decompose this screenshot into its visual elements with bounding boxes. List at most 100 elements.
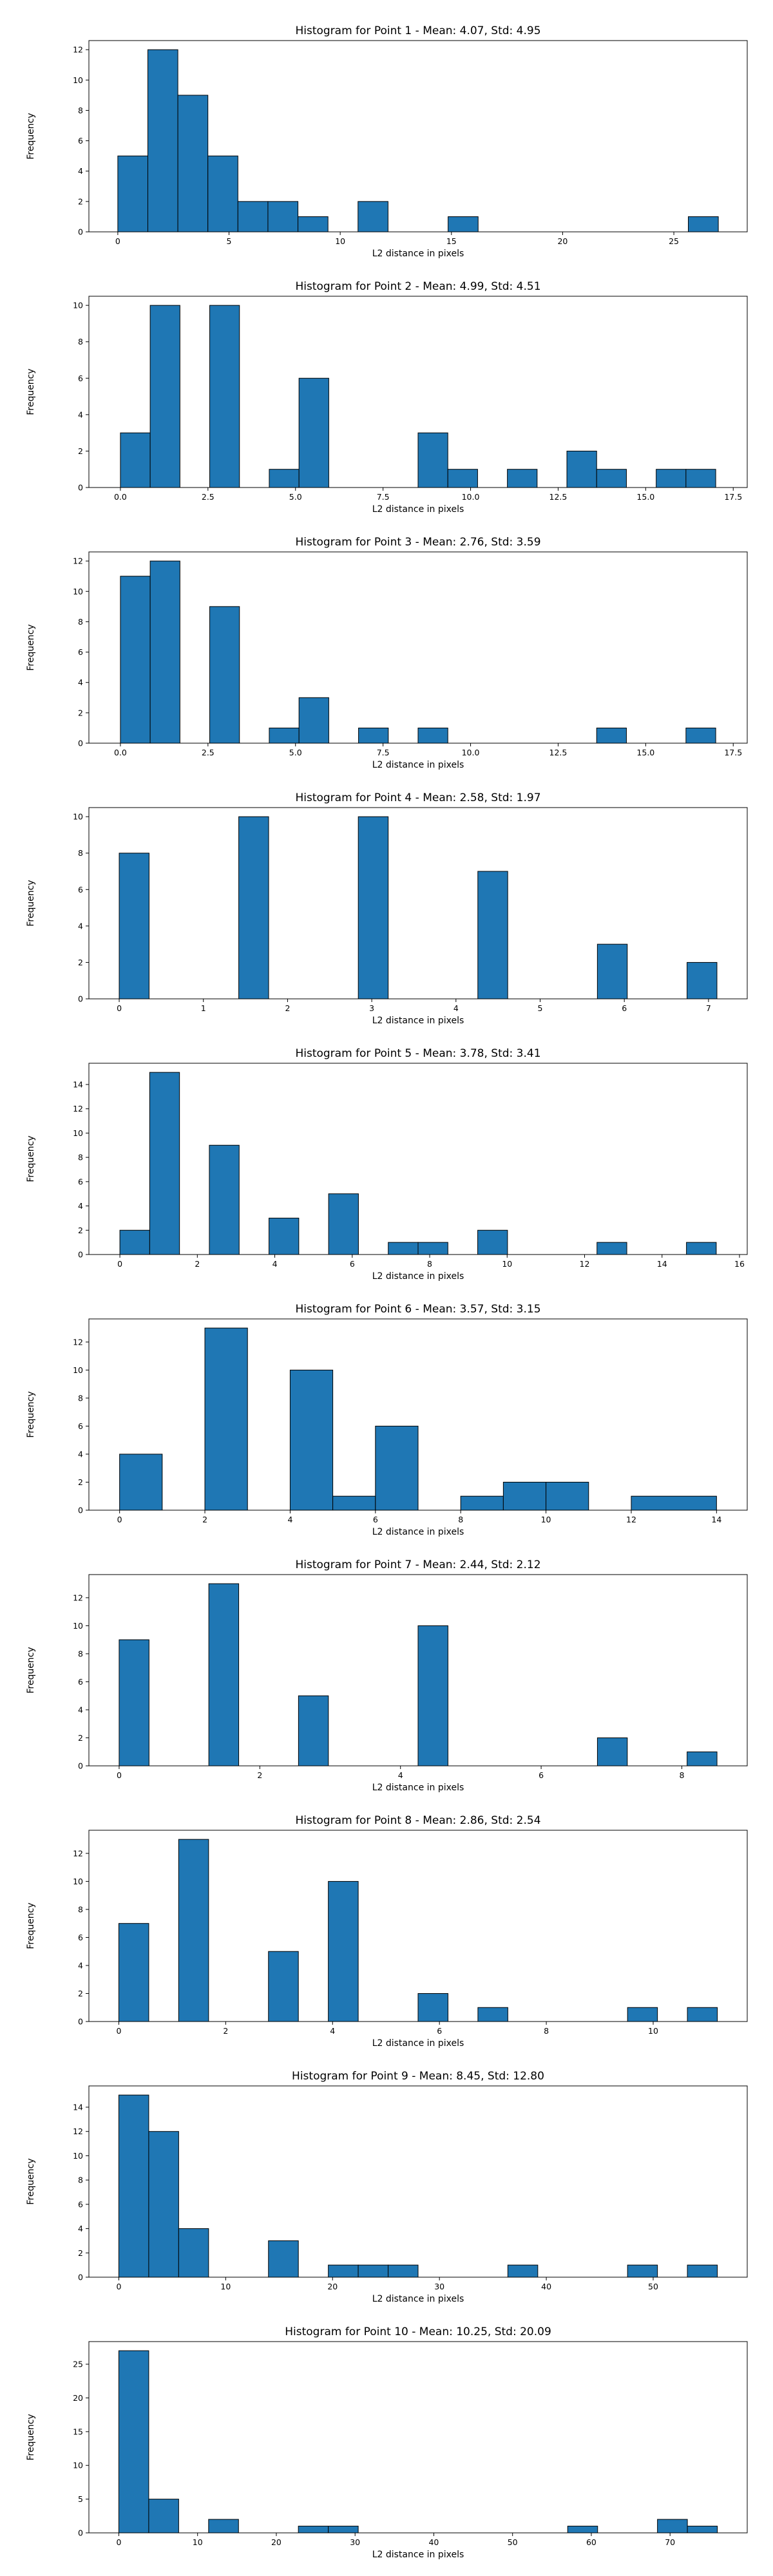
plot-frame: [88, 1063, 748, 1255]
chart-title: Histogram for Point 3 - Mean: 2.76, Std:…: [295, 536, 540, 549]
chart-title: Histogram for Point 8 - Mean: 2.86, Std:…: [295, 1814, 540, 1827]
x-tick-label: 8: [544, 2026, 549, 2036]
y-tick-label: 0: [78, 1761, 83, 1771]
x-tick-label: 70: [665, 2537, 675, 2547]
y-tick-label: 4: [78, 1705, 83, 1714]
histogram-bar: [631, 1495, 717, 1511]
histogram-bar: [627, 2007, 658, 2022]
histogram-panel-6: Histogram for Point 6 - Mean: 3.57, Std:…: [26, 1303, 748, 1537]
y-axis-label: Frequency: [26, 368, 36, 415]
histogram-bar: [149, 305, 180, 488]
y-tick-label: 8: [78, 106, 83, 115]
x-tick-label: 14: [657, 1259, 667, 1269]
x-axis-label: L2 distance in pixels: [372, 2550, 464, 2560]
x-tick-label: 12.5: [549, 492, 568, 502]
y-tick-label: 25: [73, 2360, 83, 2369]
x-tick-label: 50: [508, 2537, 518, 2547]
y-tick-label: 8: [78, 617, 83, 627]
plot-frame: [88, 296, 748, 488]
y-tick-label: 4: [78, 166, 83, 176]
x-tick-label: 0: [116, 2026, 121, 2036]
x-tick-label: 2: [202, 1515, 207, 1524]
y-tick-label: 6: [78, 1933, 83, 1942]
x-tick-label: 60: [586, 2537, 596, 2547]
histogram-bar: [209, 305, 240, 488]
x-tick-label: 2: [223, 2026, 228, 2036]
y-tick-label: 0: [78, 994, 83, 1004]
y-tick-label: 6: [78, 647, 83, 657]
histogram-panel-9: Histogram for Point 9 - Mean: 8.45, Std:…: [26, 2070, 748, 2304]
x-tick-label: 2.5: [202, 492, 215, 502]
x-tick-label: 10: [541, 1515, 551, 1524]
y-axis-label: Frequency: [26, 1902, 36, 1949]
chart-title: Histogram for Point 9 - Mean: 8.45, Std:…: [292, 2070, 544, 2083]
x-axis-label: L2 distance in pixels: [372, 504, 464, 515]
y-tick-label: 8: [78, 1649, 83, 1658]
y-tick-label: 8: [78, 1904, 83, 1914]
x-tick-label: 10: [502, 1259, 512, 1269]
histogram-bar: [120, 432, 151, 488]
histogram-bar: [687, 2007, 718, 2022]
x-tick-label: 17.5: [724, 748, 742, 757]
y-tick-label: 10: [73, 301, 83, 310]
x-tick-label: 7: [706, 1003, 711, 1013]
histogram-bar: [328, 1880, 359, 2022]
histogram-bar: [298, 2526, 329, 2533]
x-tick-label: 0: [117, 1259, 122, 1269]
x-tick-label: 6: [373, 1515, 378, 1524]
x-tick-label: 8: [679, 1770, 684, 1780]
y-tick-label: 6: [78, 136, 83, 146]
histogram-bar: [687, 2264, 718, 2278]
x-tick-label: 15.0: [636, 492, 654, 502]
x-tick-label: 20: [557, 236, 568, 246]
histogram-bar: [417, 432, 448, 488]
histogram-bar: [118, 1923, 149, 2022]
histogram-panel-8: Histogram for Point 8 - Mean: 2.86, Std:…: [26, 1814, 748, 2049]
histogram-bar: [596, 1737, 628, 1766]
x-tick-label: 12: [626, 1515, 636, 1524]
y-tick-label: 12: [73, 1848, 83, 1858]
histogram-bar: [298, 216, 329, 232]
x-tick-label: 4: [272, 1259, 278, 1269]
x-tick-label: 12: [580, 1259, 590, 1269]
x-tick-label: 40: [428, 2537, 439, 2547]
histogram-bar: [237, 201, 269, 232]
histogram-bar: [358, 2264, 389, 2278]
x-tick-label: 4: [398, 1770, 403, 1780]
y-tick-label: 2: [78, 1477, 83, 1487]
plot-frame: [88, 807, 748, 999]
histogram-bar: [477, 2007, 508, 2022]
y-axis-label: Frequency: [26, 1391, 36, 1437]
histogram-bar: [268, 1951, 299, 2022]
chart-title: Histogram for Point 2 - Mean: 4.99, Std:…: [295, 280, 540, 293]
plot-frame: [88, 551, 748, 744]
histogram-bar: [119, 853, 149, 999]
y-tick-label: 10: [73, 75, 83, 85]
x-tick-label: 2: [195, 1259, 200, 1269]
y-tick-label: 10: [73, 812, 83, 822]
histogram-bar: [657, 2519, 688, 2533]
x-tick-label: 17.5: [724, 492, 742, 502]
histogram-bar: [388, 1242, 419, 1255]
x-tick-label: 30: [350, 2537, 360, 2547]
x-tick-label: 6: [539, 1770, 544, 1780]
histogram-bar: [566, 450, 597, 488]
histogram-bar: [358, 201, 388, 232]
y-tick-label: 12: [73, 556, 83, 566]
histogram-bar: [477, 871, 508, 999]
y-tick-label: 8: [78, 1153, 83, 1162]
y-tick-label: 8: [78, 1393, 83, 1403]
y-axis-label: Frequency: [26, 2158, 36, 2204]
y-tick-label: 10: [73, 2461, 83, 2470]
x-tick-label: 10.0: [462, 748, 480, 757]
histogram-bar: [686, 1242, 717, 1255]
x-tick-label: 5.0: [289, 492, 302, 502]
y-tick-label: 4: [78, 2224, 83, 2233]
y-tick-label: 0: [78, 739, 83, 748]
histogram-bar: [687, 1751, 718, 1766]
y-tick-label: 0: [78, 2273, 83, 2282]
x-tick-label: 20: [327, 2282, 338, 2291]
histogram-bar: [332, 1495, 376, 1511]
chart-title: Histogram for Point 5 - Mean: 3.78, Std:…: [295, 1047, 540, 1060]
